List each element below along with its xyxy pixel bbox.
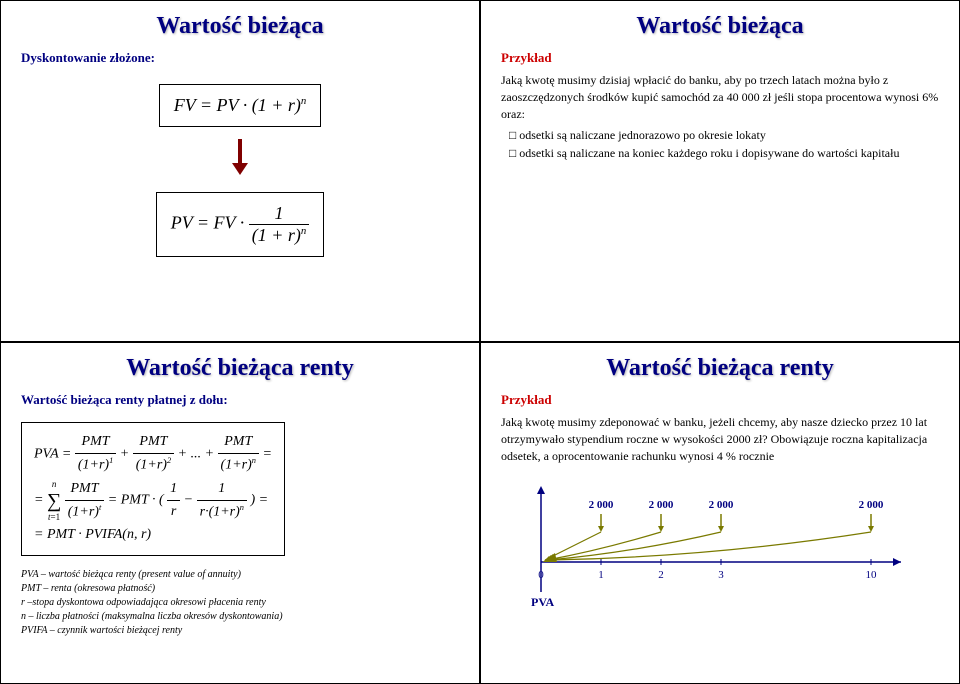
arrow-down-icon: [21, 139, 459, 180]
formula-pv: PV = FV · 1(1 + r)n: [156, 192, 325, 257]
panel-bottom-left: Wartość bieżąca renty Wartość bieżąca re…: [0, 342, 480, 684]
svg-text:PVA: PVA: [531, 595, 554, 609]
bullet-item: odsetki są naliczane na koniec każdego r…: [509, 144, 939, 162]
example-label: Przykład: [501, 392, 939, 408]
svg-text:2 000: 2 000: [709, 499, 734, 511]
formula-pva: PVA = PMT(1+r)1 + PMT(1+r)2 + ... + PMT(…: [21, 422, 285, 556]
subtitle: Dyskontowanie złożone:: [21, 50, 459, 66]
svg-text:2 000: 2 000: [589, 499, 614, 511]
formula-fv: FV = PV · (1 + r)n: [159, 84, 322, 127]
subtitle: Wartość bieżąca renty płatnej z dołu:: [21, 392, 459, 408]
annuity-timeline-chart: 0 1 2 3 10 2 000 2 000 2 000 2 000: [501, 472, 939, 617]
bullet-list: odsetki są naliczane jednorazowo po okre…: [501, 126, 939, 162]
example-label: Przykład: [501, 50, 939, 66]
svg-text:2 000: 2 000: [859, 499, 884, 511]
svg-text:10: 10: [866, 569, 878, 581]
svg-text:3: 3: [718, 569, 724, 581]
definitions: PVA – wartość bieżąca renty (present val…: [21, 568, 459, 638]
panel-title: Wartość bieżąca renty: [501, 355, 939, 382]
svg-text:1: 1: [598, 569, 604, 581]
svg-text:0: 0: [538, 569, 544, 581]
svg-text:2 000: 2 000: [649, 499, 674, 511]
panel-title: Wartość bieżąca: [501, 13, 939, 40]
example-body: Jaką kwotę musimy zdeponować w banku, je…: [501, 414, 939, 464]
panel-top-right: Wartość bieżąca Przykład Jaką kwotę musi…: [480, 0, 960, 342]
panel-title: Wartość bieżąca: [21, 13, 459, 40]
example-body: Jaką kwotę musimy dzisiaj wpłacić do ban…: [501, 72, 939, 122]
bullet-item: odsetki są naliczane jednorazowo po okre…: [509, 126, 939, 144]
panel-title: Wartość bieżąca renty: [21, 355, 459, 382]
panel-top-left: Wartość bieżąca Dyskontowanie złożone: F…: [0, 0, 480, 342]
svg-text:2: 2: [658, 569, 664, 581]
panel-bottom-right: Wartość bieżąca renty Przykład Jaką kwot…: [480, 342, 960, 684]
